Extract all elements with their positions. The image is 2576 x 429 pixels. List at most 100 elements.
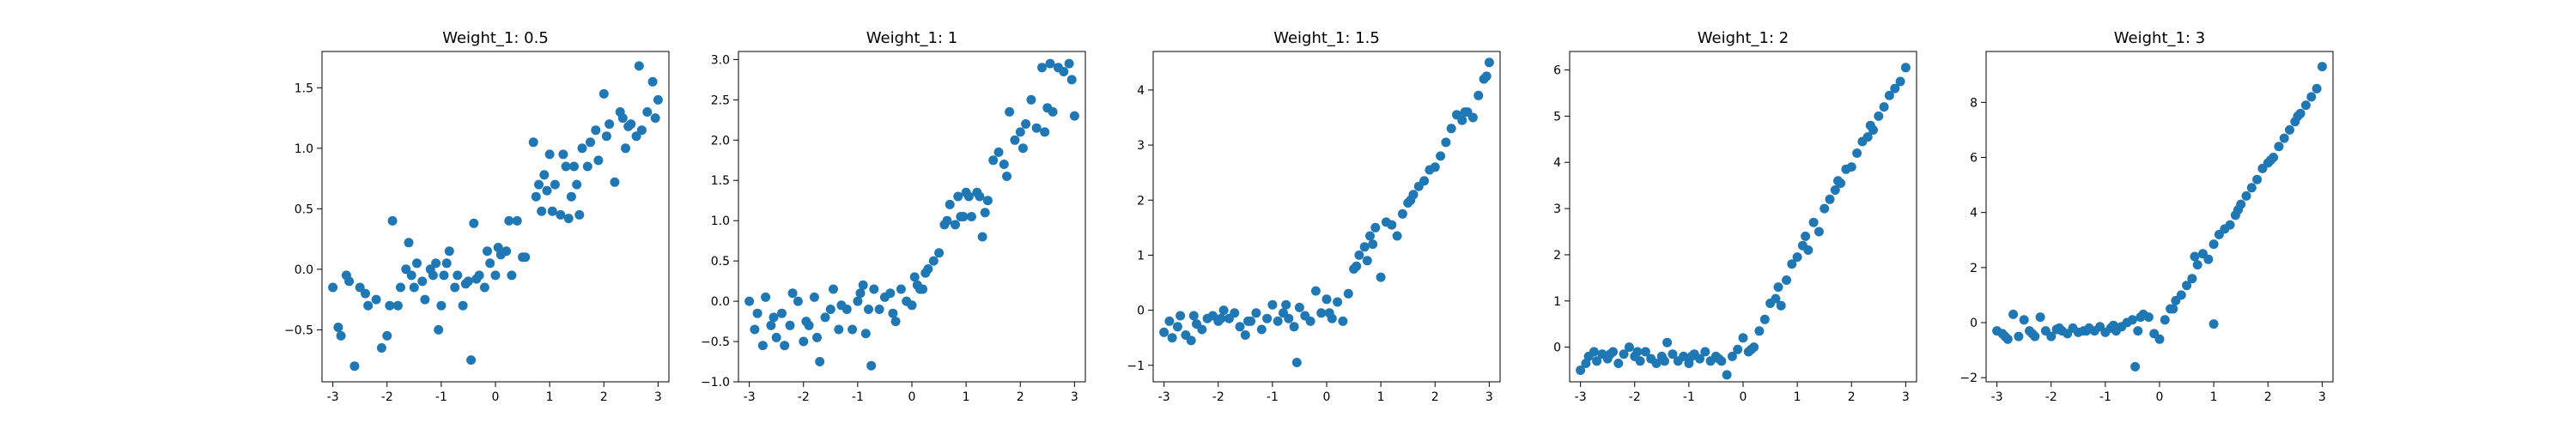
data-point [566, 191, 576, 202]
data-point [483, 246, 492, 257]
data-point [780, 341, 790, 351]
data-point [769, 312, 779, 323]
data-point [993, 147, 1004, 157]
data-point [1362, 256, 1372, 266]
data-point [1754, 326, 1765, 336]
data-point [598, 88, 609, 99]
data-point [1256, 324, 1267, 335]
y-tick-label: −2 [1959, 372, 1978, 385]
y-tick-label: 1.0 [295, 142, 313, 156]
data-point [1002, 172, 1012, 181]
data-point [349, 361, 360, 372]
data-point [420, 294, 430, 305]
data-point [2300, 100, 2311, 111]
data-point [441, 258, 452, 269]
data-point [512, 215, 522, 226]
data-point [434, 324, 444, 335]
data-point [550, 179, 560, 190]
data-point [563, 214, 574, 224]
data-point [1900, 63, 1911, 73]
data-point [542, 185, 552, 196]
data-point [1354, 250, 1364, 260]
data-point [1186, 335, 1196, 346]
data-point [2246, 183, 2257, 193]
data-point [860, 329, 871, 339]
data-point [417, 276, 428, 287]
data-point [2176, 290, 2186, 300]
data-point [963, 191, 974, 202]
data-point [1197, 324, 1207, 335]
data-point [1592, 356, 1602, 366]
data-point [953, 191, 963, 202]
x-tick-label: 1 [1794, 390, 1801, 404]
data-point [2190, 251, 2200, 262]
data-point [2108, 320, 2118, 330]
data-point [812, 332, 822, 342]
data-point [1695, 353, 1704, 364]
data-point [1890, 83, 1900, 94]
data-point [848, 324, 858, 335]
chart-panel-3: Weight_1: 1.5 -3 -2 -1 0 1 2 3 −1 0 1 2 3 4 [1127, 29, 1501, 404]
data-point [1792, 252, 1802, 263]
data-point [1895, 76, 1905, 87]
plot-frame [1569, 51, 1917, 383]
data-point [1172, 322, 1182, 332]
data-point [1010, 135, 1020, 145]
data-point [1368, 239, 1378, 250]
y-tick-label: −1.0 [701, 376, 730, 390]
data-point [1262, 313, 1273, 323]
data-point [1289, 322, 1299, 332]
data-point [1635, 356, 1645, 366]
x-tick-label: -3 [1158, 390, 1170, 404]
data-point [1359, 242, 1370, 252]
data-point [885, 288, 896, 299]
x-tick-label: 3 [1902, 390, 1910, 404]
x-tick-label: 3 [1485, 390, 1493, 404]
data-point [951, 220, 960, 230]
y-tick-label: 3.0 [711, 53, 730, 67]
data-point [1430, 162, 1440, 172]
data-point [1727, 351, 1737, 361]
x-tick-label: -2 [798, 390, 810, 404]
data-point [363, 300, 374, 311]
x-tick-label: -2 [1629, 390, 1641, 404]
data-point [2225, 220, 2235, 230]
data-point [2081, 326, 2092, 336]
data-point [647, 76, 658, 87]
data-point [2160, 315, 2170, 325]
data-point [980, 208, 990, 218]
x-tick-label: 1 [2210, 390, 2218, 404]
data-point [1830, 185, 1840, 195]
data-point [853, 296, 863, 306]
data-point [1251, 308, 1261, 318]
data-point [1771, 293, 1781, 304]
data-point [1773, 282, 1783, 293]
data-point [1230, 308, 1240, 318]
data-point [561, 161, 571, 172]
data-point [744, 296, 755, 306]
data-point [2274, 142, 2284, 152]
data-point [401, 264, 411, 275]
data-point [1787, 259, 1797, 269]
data-point [1235, 322, 1245, 332]
data-point [923, 264, 933, 274]
x-tick-label: 0 [1740, 390, 1747, 404]
data-point [1176, 311, 1186, 321]
data-point [2019, 315, 2029, 325]
y-tick-label: 0.0 [711, 295, 730, 309]
data-point [799, 336, 809, 347]
data-point [1167, 333, 1177, 343]
data-point [466, 355, 477, 366]
data-point [793, 296, 803, 306]
data-point [490, 270, 501, 281]
data-point [485, 258, 495, 269]
data-point [1722, 370, 1732, 380]
data-point [1021, 119, 1031, 129]
data-point [752, 308, 762, 318]
data-point [631, 131, 641, 142]
data-point [1240, 330, 1250, 340]
x-tick-label: -3 [1575, 390, 1587, 404]
data-point [1589, 347, 1599, 357]
data-point [1397, 208, 1407, 219]
data-point [864, 305, 873, 314]
